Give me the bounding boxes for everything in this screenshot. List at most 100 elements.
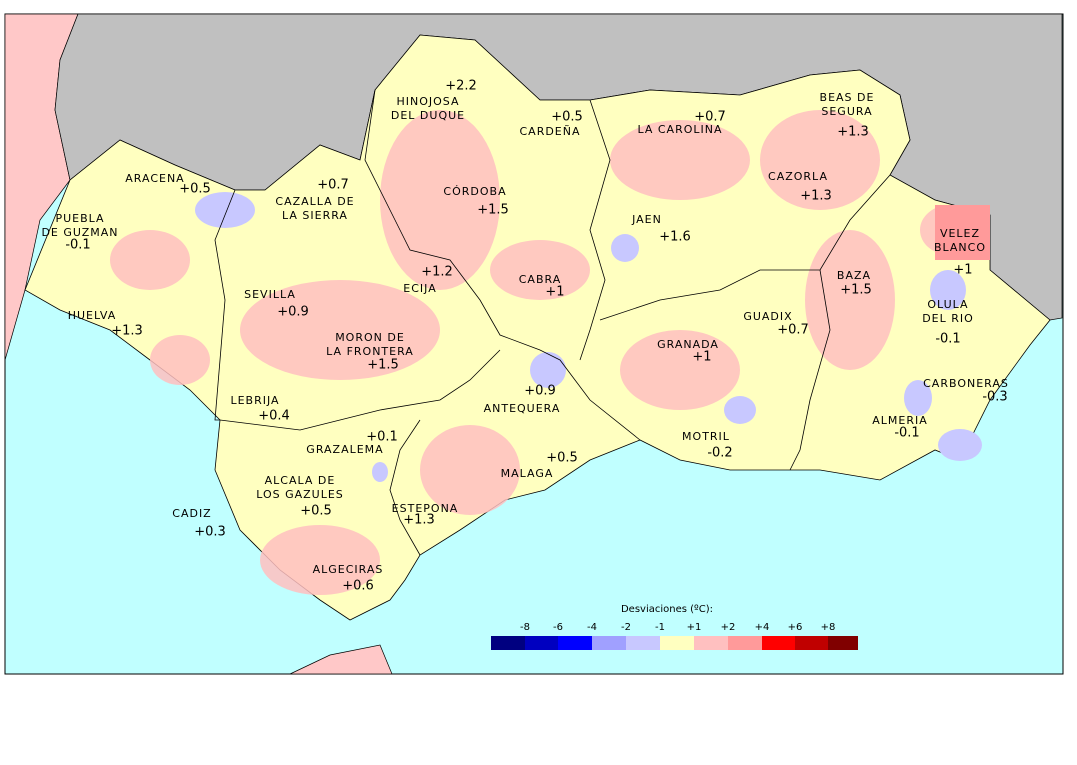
legend-swatch [828,636,858,650]
station-name: CARDEÑA [519,125,580,138]
station-value: +1.6 [659,230,691,245]
province-borders [214,89,891,556]
legend-swatch [728,636,762,650]
station-name: OLULA [927,298,968,311]
station-name: BAZA [837,269,871,282]
legend-tick-label: -2 [621,622,631,633]
station-value: +1 [545,285,564,300]
station-name: VELEZ [940,227,980,240]
legend-tick-label: +8 [821,622,836,633]
station-value: -0.1 [935,332,960,347]
legend-tick-label: +1 [687,622,702,633]
station-name: CAZALLA DE [275,195,354,208]
station-name: SEGURA [821,105,872,118]
station-name: CABRA [519,273,561,286]
station-name: ARACENA [125,172,184,185]
station-value: +1.3 [403,513,435,528]
station-name: BEAS DE [820,91,875,104]
station-value: +1.3 [111,324,143,339]
station-name: JAEN [631,213,662,226]
station-value: +1.5 [367,358,399,373]
station-name: GRAZALEMA [306,443,383,456]
station-value: +1 [953,263,972,278]
legend-swatch [525,636,558,650]
station-value: -0.1 [894,426,919,441]
legend-tick-label: +2 [721,622,736,633]
legend-swatch [626,636,660,650]
station-value: +1.2 [421,265,453,280]
legend-swatch [660,636,694,650]
station-name: ALCALA DE [265,474,336,487]
station-value: +0.5 [551,110,583,125]
legend-tick-label: -1 [655,622,665,633]
station-value: +1.3 [837,125,869,140]
warm-anomaly [110,110,980,595]
station-value: +0.9 [277,305,309,320]
station-name: DEL DUQUE [391,109,465,122]
station-value: +0.7 [694,110,726,125]
station-value: +1.5 [477,203,509,218]
station-value: +0.4 [258,409,290,424]
station-name: MORON DE [335,331,405,344]
station-name: ANTEQUERA [484,402,561,415]
station-name: HUELVA [68,309,117,322]
station-name: LA SIERRA [282,209,348,222]
station-name: PUEBLA [55,212,104,225]
station-value: -0.1 [65,238,90,253]
station-name: DE GUZMAN [41,226,118,239]
station-name: ESTEPONA [392,502,459,515]
station-name: CARBONERAS [923,377,1009,390]
station-name: CAZORLA [768,170,828,183]
station-value: +0.5 [300,504,332,519]
station-value: +0.5 [546,451,578,466]
station-name: GUADIX [743,310,792,323]
station-value: +0.6 [342,579,374,594]
legend-title: Desviaciones (ºC): [621,604,713,615]
warm-spot [935,205,990,260]
station-name: CÓRDOBA [443,185,506,198]
station-name: MALAGA [501,467,554,480]
station-value: +1.5 [840,283,872,298]
cool-anomaly [195,192,982,482]
legend-swatch [592,636,626,650]
legend-swatch [558,636,592,650]
legend-tick-label: +4 [755,622,770,633]
station-value: +0.9 [524,384,556,399]
station-value: +2.2 [445,79,477,94]
station-value: +0.7 [317,178,349,193]
station-value: -0.2 [707,446,732,461]
station-name: SEVILLA [244,288,296,301]
station-value: +0.5 [179,182,211,197]
station-value: +1 [692,350,711,365]
station-name: LA CAROLINA [637,123,722,136]
legend-swatch [762,636,795,650]
station-value: +0.3 [194,525,226,540]
station-value: +0.1 [366,430,398,445]
station-name: HINOJOSA [396,95,459,108]
station-name: LA FRONTERA [326,345,414,358]
station-name: ECIJA [403,282,436,295]
station-value: -0.3 [982,390,1007,405]
legend-swatch [491,636,525,650]
station-name: CADIZ [172,507,211,520]
station-name: DEL RIO [922,312,974,325]
station-name: GRANADA [657,338,719,351]
legend-tick-label: -6 [553,622,563,633]
legend-tick-label: -8 [520,622,530,633]
legend-swatch [694,636,728,650]
station-name: MOTRIL [682,430,730,443]
station-value: +0.7 [777,323,809,338]
station-name: BLANCO [934,241,986,254]
station-value: +1.3 [800,189,832,204]
legend-tick-label: +6 [788,622,803,633]
station-name: ALMERIA [872,414,928,427]
legend-swatch [795,636,828,650]
station-name: LEBRIJA [230,394,279,407]
morocco [289,644,393,675]
station-name: ALGECIRAS [313,563,384,576]
station-name: LOS GAZULES [256,488,344,501]
legend: Desviaciones (ºC): -8 -6 -4 -2 -1 +1 +2 +4 +6 +8 [491,604,858,650]
